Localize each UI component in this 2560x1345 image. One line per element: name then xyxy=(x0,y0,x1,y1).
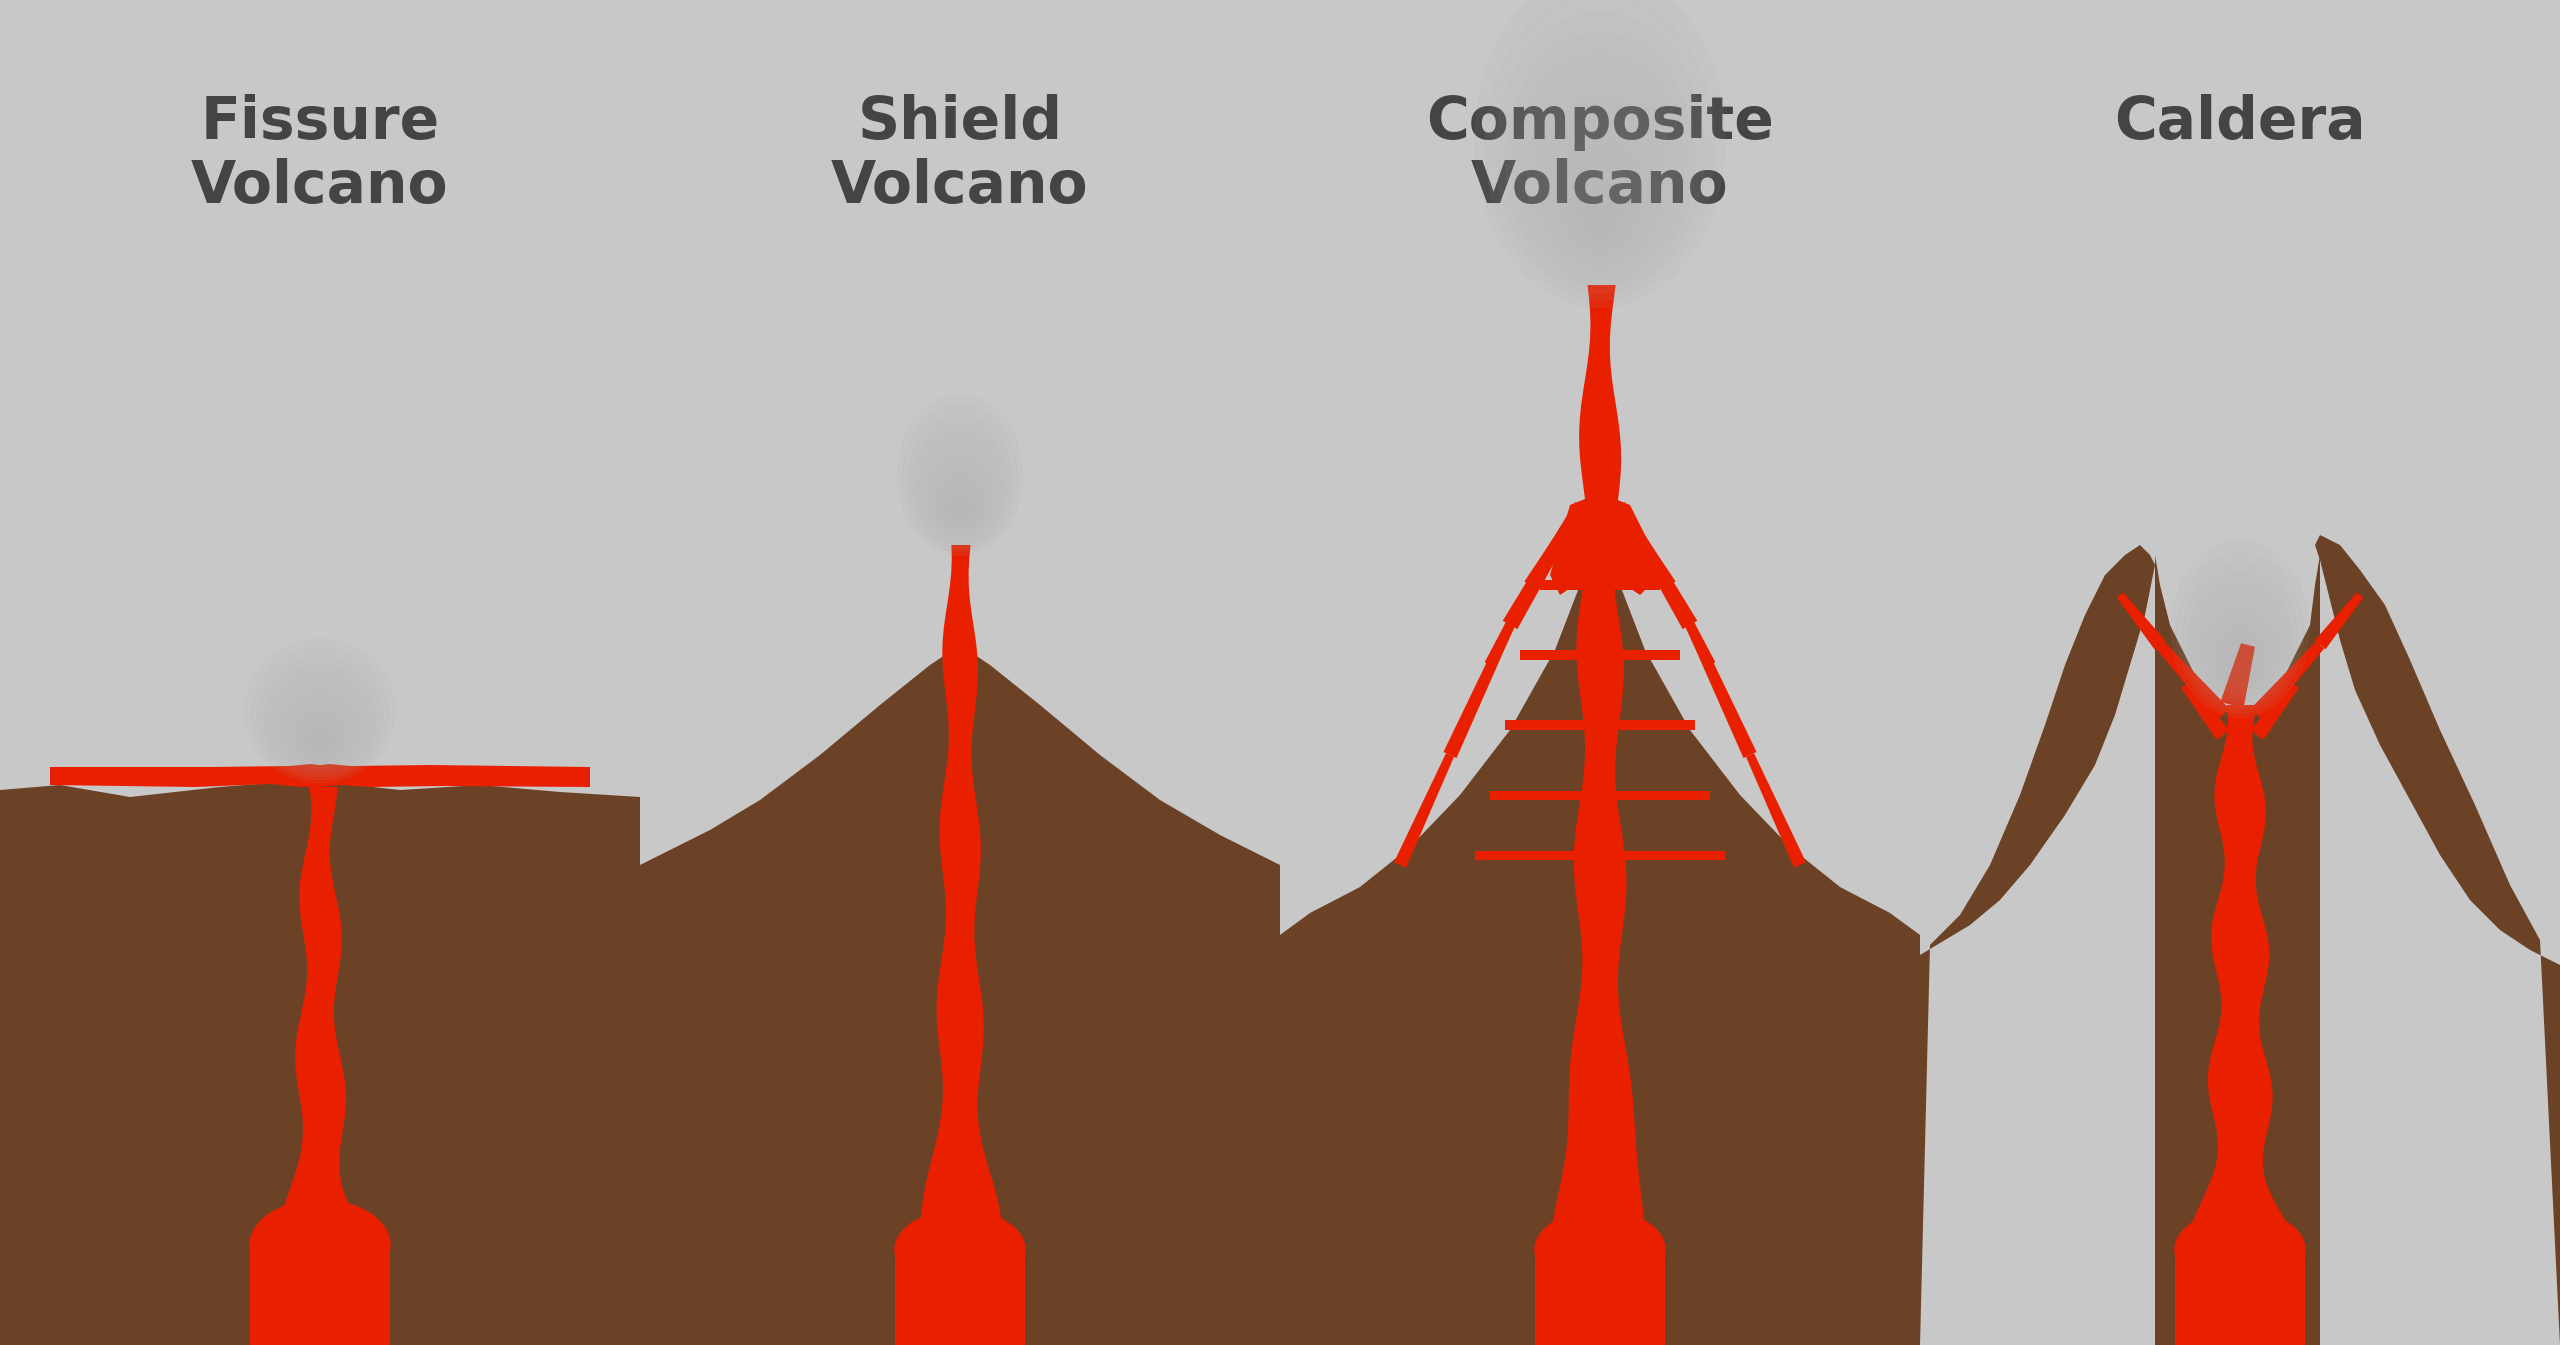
Ellipse shape xyxy=(914,425,1006,545)
Ellipse shape xyxy=(2184,564,2296,710)
Polygon shape xyxy=(1523,512,1577,589)
Ellipse shape xyxy=(1475,0,1725,307)
Polygon shape xyxy=(1280,504,1920,1345)
Polygon shape xyxy=(2156,555,2319,1345)
Ellipse shape xyxy=(2176,1210,2304,1290)
Polygon shape xyxy=(1475,850,1725,859)
Ellipse shape xyxy=(1495,13,1705,293)
Polygon shape xyxy=(1395,753,1454,868)
Polygon shape xyxy=(1920,545,2156,1345)
Polygon shape xyxy=(1551,285,1646,1345)
Polygon shape xyxy=(1667,584,1715,667)
Polygon shape xyxy=(1549,490,1659,594)
Polygon shape xyxy=(2186,705,2299,1345)
Polygon shape xyxy=(2156,642,2230,721)
Ellipse shape xyxy=(2176,551,2304,713)
Text: Fissure
Volcano: Fissure Volcano xyxy=(192,94,448,215)
Ellipse shape xyxy=(896,1210,1024,1290)
Text: Shield
Volcano: Shield Volcano xyxy=(832,94,1088,215)
Ellipse shape xyxy=(251,648,389,780)
Polygon shape xyxy=(1521,650,1679,660)
Polygon shape xyxy=(251,1245,389,1345)
Polygon shape xyxy=(0,780,640,1345)
Polygon shape xyxy=(1485,584,1533,667)
Ellipse shape xyxy=(251,1200,389,1290)
Polygon shape xyxy=(1615,502,1697,629)
Polygon shape xyxy=(2176,1250,2304,1345)
Ellipse shape xyxy=(264,666,376,773)
Ellipse shape xyxy=(246,639,394,783)
Text: Caldera: Caldera xyxy=(2115,94,2365,151)
Polygon shape xyxy=(2181,682,2230,740)
Polygon shape xyxy=(1505,720,1695,730)
Polygon shape xyxy=(51,764,589,787)
Text: Composite
Volcano: Composite Volcano xyxy=(1426,94,1774,215)
Polygon shape xyxy=(2117,592,2166,650)
Ellipse shape xyxy=(899,395,1021,555)
Ellipse shape xyxy=(1485,0,1715,300)
Polygon shape xyxy=(1536,1250,1664,1345)
Ellipse shape xyxy=(904,405,1016,551)
Polygon shape xyxy=(640,646,1280,1345)
Ellipse shape xyxy=(1505,34,1695,286)
Polygon shape xyxy=(1503,502,1585,629)
Polygon shape xyxy=(1746,753,1805,868)
Polygon shape xyxy=(2250,642,2324,721)
Ellipse shape xyxy=(909,416,1011,549)
Polygon shape xyxy=(896,1250,1024,1345)
Polygon shape xyxy=(2314,592,2363,650)
Polygon shape xyxy=(2314,535,2560,1345)
Polygon shape xyxy=(1490,791,1710,799)
Polygon shape xyxy=(1444,623,1516,759)
Polygon shape xyxy=(276,787,371,1345)
Polygon shape xyxy=(922,545,1001,1345)
Polygon shape xyxy=(1623,512,1677,589)
Polygon shape xyxy=(2250,682,2299,740)
Ellipse shape xyxy=(2171,541,2309,717)
Ellipse shape xyxy=(2189,574,2291,706)
Ellipse shape xyxy=(259,656,381,777)
Polygon shape xyxy=(1541,580,1659,590)
Polygon shape xyxy=(2220,643,2255,707)
Polygon shape xyxy=(1684,623,1756,759)
Ellipse shape xyxy=(1536,1210,1664,1290)
